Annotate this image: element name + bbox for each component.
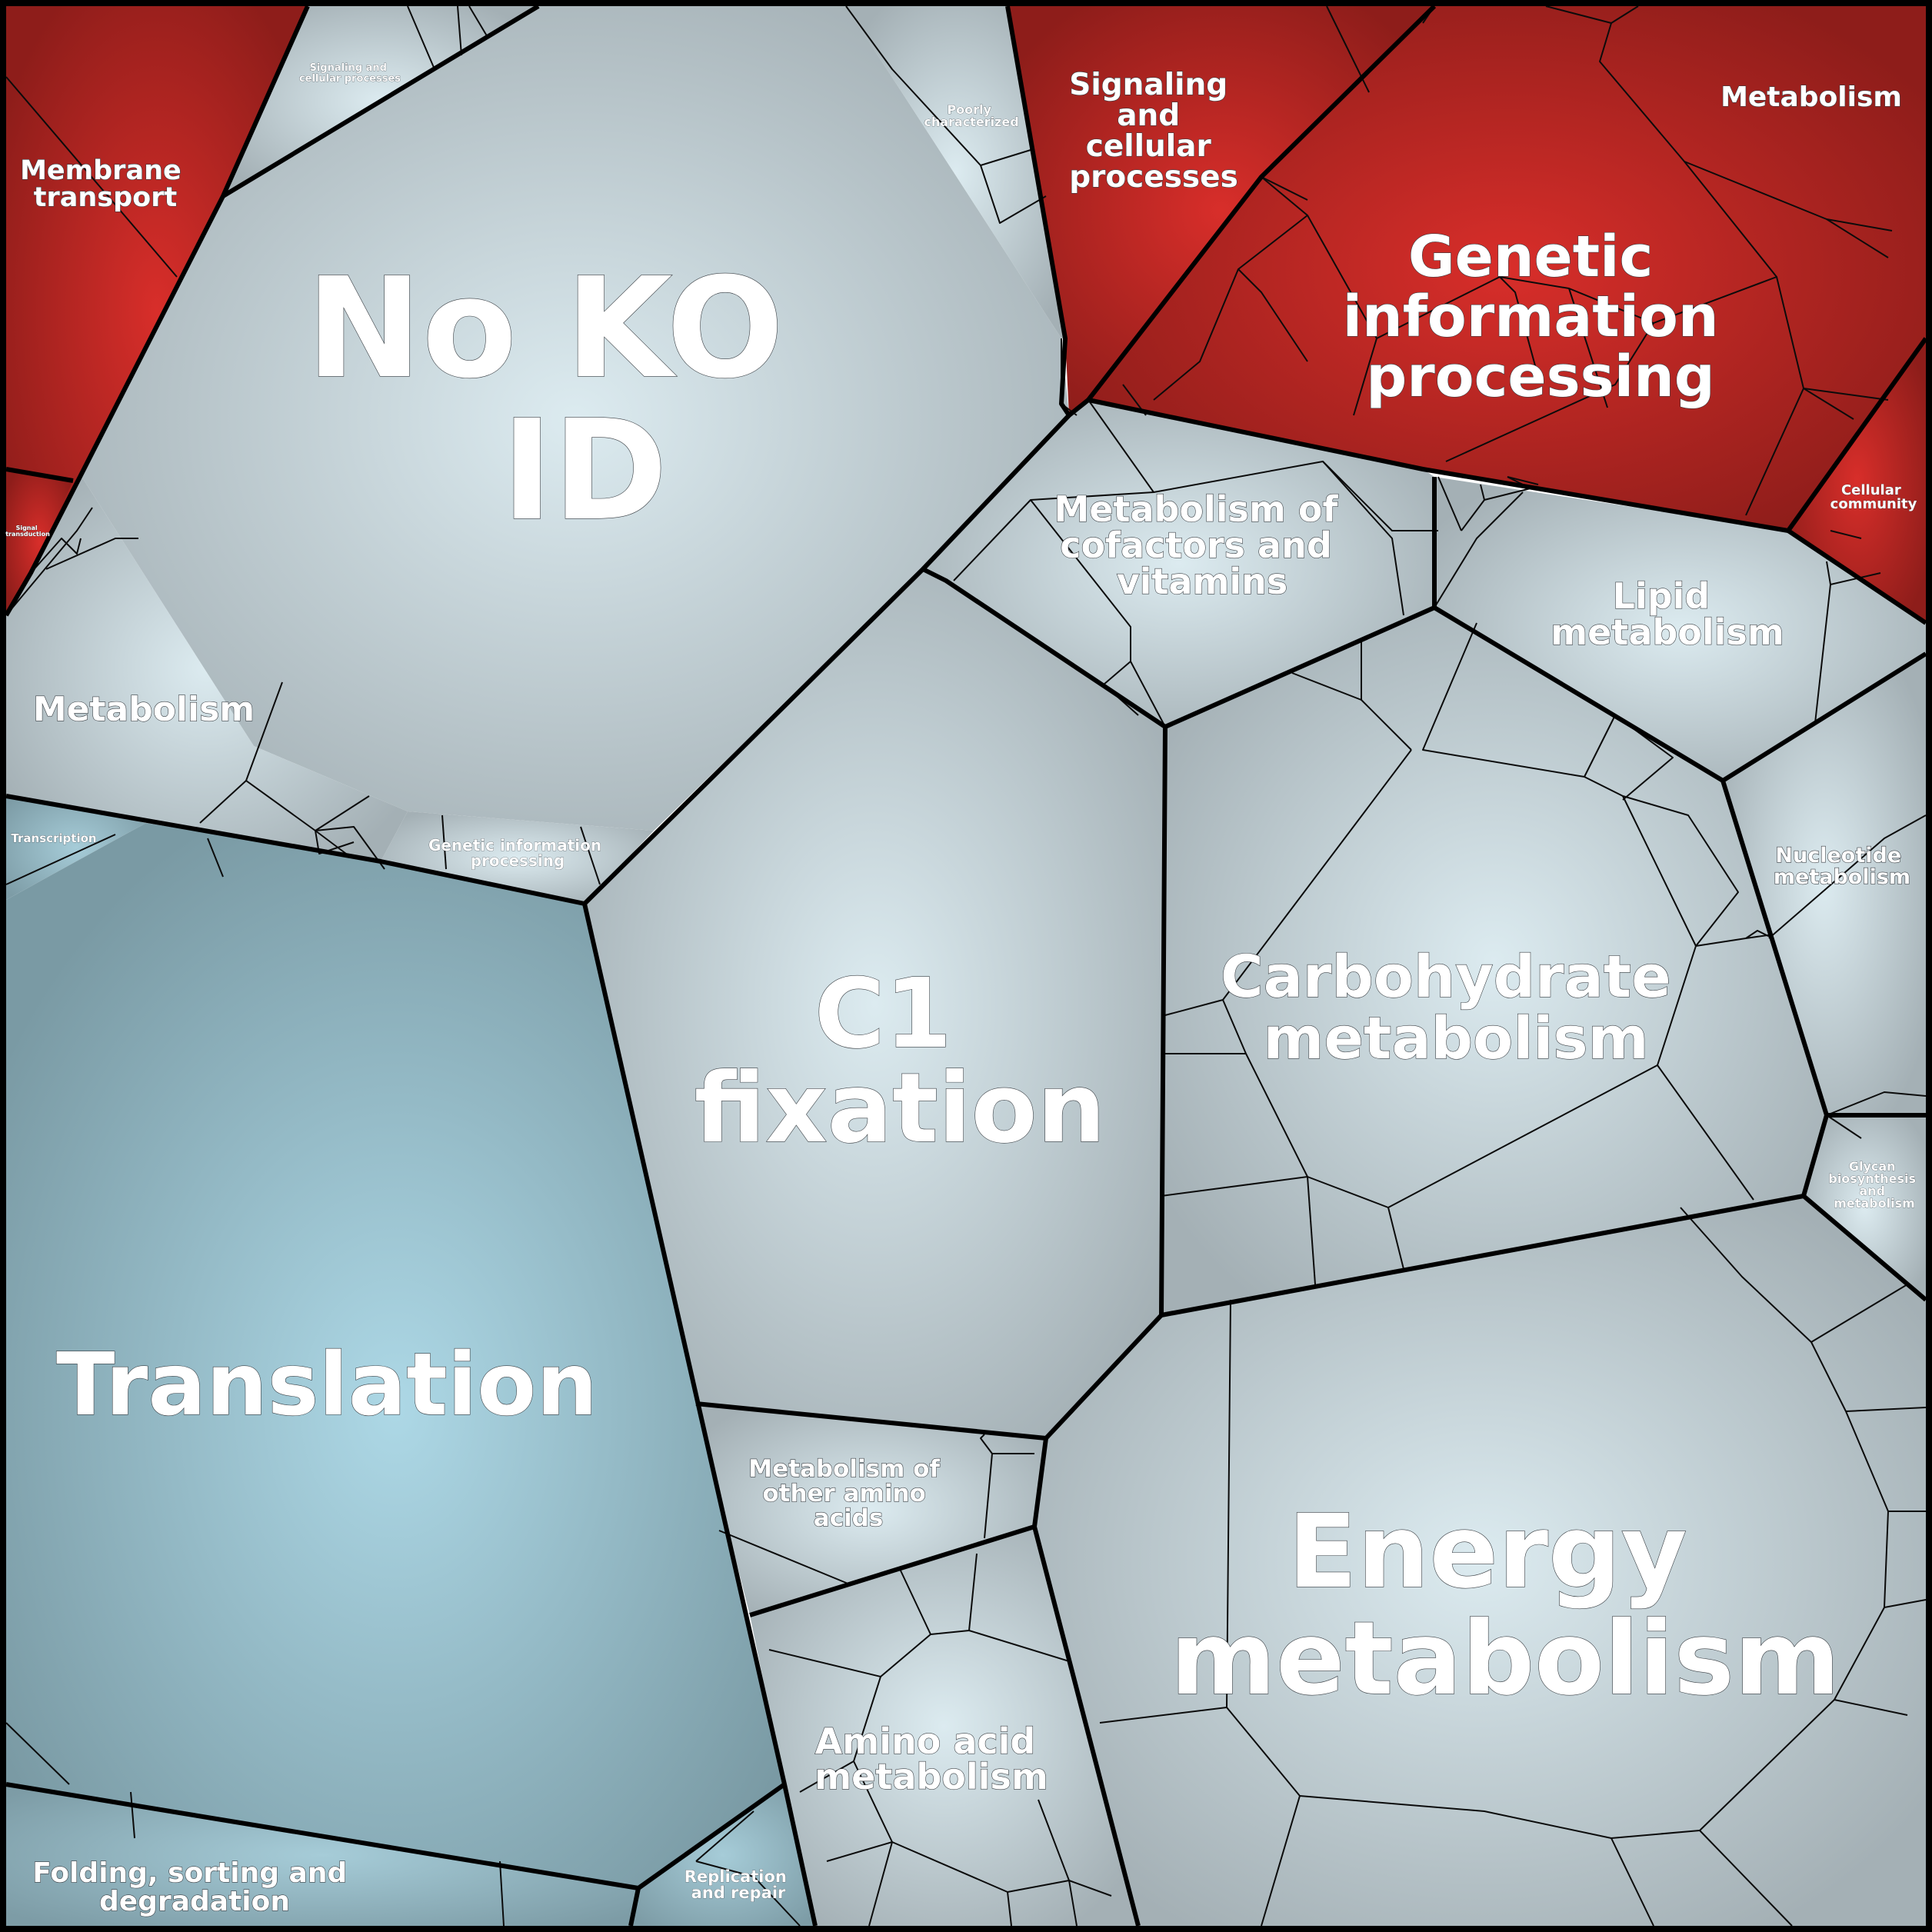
poorly-characterized-cell xyxy=(846,6,1065,338)
translation-cell xyxy=(6,823,784,1888)
replication-repair-label: Replication and repair xyxy=(685,1867,792,1902)
lipid-metabolism-cell xyxy=(1434,477,1926,781)
genetic-info-processing-label: Genetic information processing xyxy=(1343,224,1739,410)
genetic-info-processing-cell xyxy=(1088,6,1926,531)
amino-acid-metabolism-label: Amino acid metabolism xyxy=(814,1720,1048,1797)
nucleotide-metabolism-label: Nucleotide metabolism xyxy=(1774,844,1910,889)
signaling-cellular-label: Signaling and cellular processes xyxy=(1069,68,1238,195)
c1-fixation-label: C1 fixation xyxy=(694,958,1105,1164)
lipid-metabolism-label: Lipid metabolism xyxy=(1551,575,1784,653)
membrane-transport-cell xyxy=(6,6,308,615)
glycan-label: Glycan biosynthesis and metabolism xyxy=(1828,1159,1920,1211)
signal-transduction-cell xyxy=(6,469,73,615)
signaling-small-label: Signaling and cellular processes xyxy=(299,62,401,85)
subcell-borders xyxy=(5,5,1927,1927)
other-amino-acids-label: Metabolism of other amino acids xyxy=(748,1455,948,1532)
replication-repair-cell xyxy=(631,1784,815,1926)
cofactors-vitamins-cell xyxy=(923,400,1434,727)
translation-label: Translation xyxy=(56,1335,598,1435)
nucleotide-metabolism-cell xyxy=(1723,654,1926,1115)
metabolism-top-right-label: Metabolism xyxy=(1720,82,1902,113)
glycan-cell xyxy=(1804,1115,1926,1300)
genetic-info-small-cell xyxy=(381,811,654,904)
membrane-transport-label: Membrane transport xyxy=(20,155,191,213)
folding-sorting-cell xyxy=(6,1784,638,1926)
folding-sorting-label: Folding, sorting and degradation xyxy=(32,1857,357,1917)
cellular-community-label: Cellular community xyxy=(1830,482,1917,512)
labels: No KO ID Membrane transport Signaling an… xyxy=(5,62,1920,1917)
metabolism-left-label: Metabolism xyxy=(33,690,255,729)
transcription-cell xyxy=(6,796,146,900)
signal-transduction-label: Signal transduction xyxy=(5,525,50,538)
other-amino-acids-cell xyxy=(696,1404,1046,1615)
energy-metabolism-label: Energy metabolism xyxy=(1170,1493,1840,1718)
transcription-label: Transcription xyxy=(11,831,96,845)
c1-fixation-cell xyxy=(585,569,1165,1438)
cofactors-vitamins-label: Metabolism of cofactors and vitamins xyxy=(1054,488,1350,602)
carbohydrate-metabolism-label: Carbohydrate metabolism xyxy=(1221,942,1691,1072)
metabolism-left-cell xyxy=(6,475,408,861)
no-ko-id-cell xyxy=(81,6,1069,831)
poorly-characterized-label: Poorly characterized xyxy=(924,102,1018,129)
no-ko-id-label: No KO ID xyxy=(306,248,832,551)
amino-acid-metabolism-cell xyxy=(750,1527,1138,1926)
carbohydrate-metabolism-cell xyxy=(1161,608,1827,1315)
genetic-info-small-label: Genetic information processing xyxy=(428,836,607,870)
